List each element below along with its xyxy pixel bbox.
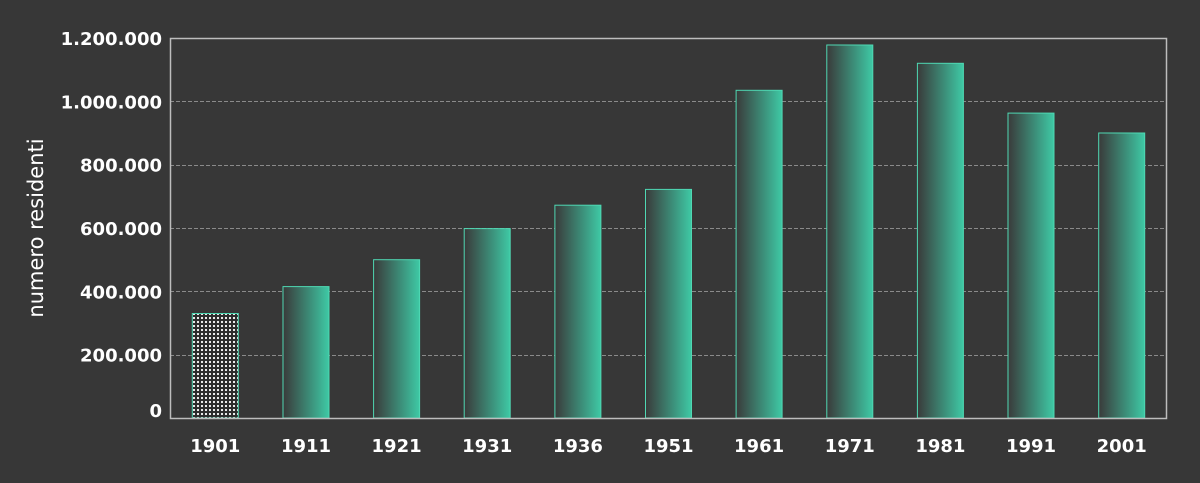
x-tick-label: 1931	[462, 436, 512, 457]
bar-1911	[282, 286, 330, 419]
y-tick-label: 800.000	[80, 156, 162, 177]
bar-1961	[735, 89, 783, 419]
bar-1991	[1007, 112, 1055, 419]
x-tick-label: 1936	[553, 436, 603, 457]
y-tick-label: 600.000	[80, 219, 162, 240]
bar-2001	[1098, 132, 1146, 419]
y-tick-label: 1.200.000	[61, 29, 162, 50]
x-tick-label: 1911	[281, 436, 331, 457]
x-tick-label: 1961	[734, 436, 784, 457]
x-axis-ticks: 1901 1911 1921 1931 1936 1951 1961 1971 1981 1991…	[190, 436, 1147, 457]
x-tick-label: 2001	[1097, 436, 1147, 457]
bar-1931	[463, 228, 511, 419]
y-tick-label: 400.000	[80, 282, 162, 303]
x-tick-label: 1921	[372, 436, 422, 457]
plot-frame	[169, 37, 1168, 420]
x-tick-label: 1991	[1006, 436, 1056, 457]
plot-border	[169, 37, 1168, 420]
y-tick-label: 200.000	[80, 346, 162, 367]
bar-1921	[373, 259, 421, 419]
x-tick-label: 1971	[825, 436, 875, 457]
bar-1936	[554, 204, 602, 419]
y-tick-label: 1.000.000	[61, 92, 162, 113]
bar-1971	[826, 44, 874, 419]
bar-1951	[645, 188, 692, 419]
y-tick-label: 0	[149, 401, 162, 422]
y-axis-ticks: 0 200.000 400.000 600.000 800.000 1.000.000 1.…	[61, 29, 162, 422]
bars	[191, 44, 1146, 419]
bar-1981	[916, 62, 964, 419]
x-tick-label: 1951	[643, 436, 693, 457]
x-tick-label: 1901	[190, 436, 240, 457]
x-tick-label: 1981	[915, 436, 965, 457]
bar-1901	[191, 313, 239, 419]
y-axis-title: numero residenti	[24, 138, 48, 317]
